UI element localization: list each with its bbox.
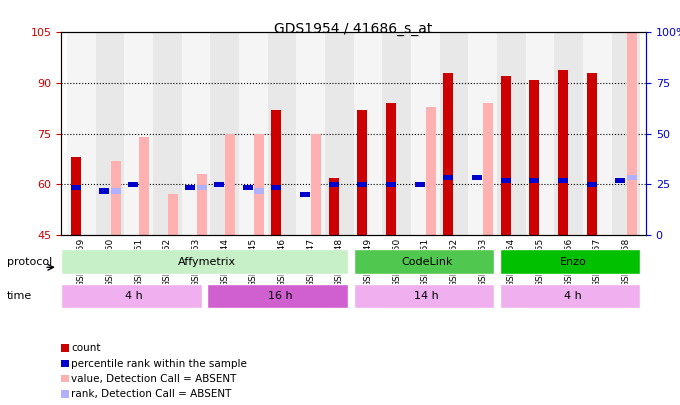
Bar: [626, 175, 636, 180]
Bar: [483, 103, 493, 235]
Bar: [439, 32, 469, 235]
Bar: [587, 182, 596, 187]
Bar: [382, 32, 411, 235]
Bar: [386, 103, 396, 235]
Bar: [153, 32, 182, 235]
Bar: [111, 161, 120, 235]
Bar: [168, 194, 178, 235]
Text: time: time: [7, 291, 32, 301]
Text: CodeLink: CodeLink: [401, 257, 452, 266]
Bar: [529, 178, 539, 183]
Bar: [268, 32, 296, 235]
FancyBboxPatch shape: [207, 284, 347, 309]
FancyBboxPatch shape: [61, 249, 347, 274]
Bar: [615, 178, 626, 183]
Bar: [197, 174, 207, 235]
Bar: [611, 32, 641, 235]
Bar: [558, 178, 568, 183]
Text: 14 h: 14 h: [414, 291, 439, 301]
Bar: [529, 80, 539, 235]
Text: count: count: [71, 343, 101, 353]
Bar: [500, 76, 511, 235]
Bar: [71, 157, 81, 235]
Bar: [469, 32, 497, 235]
Bar: [214, 182, 224, 187]
Text: 4 h: 4 h: [564, 291, 582, 301]
Bar: [415, 182, 425, 187]
Bar: [500, 178, 511, 183]
FancyBboxPatch shape: [354, 249, 494, 274]
Bar: [386, 182, 396, 187]
Bar: [311, 134, 321, 235]
Bar: [186, 185, 195, 190]
Bar: [426, 107, 436, 235]
Bar: [239, 32, 268, 235]
FancyBboxPatch shape: [354, 284, 494, 309]
Bar: [354, 32, 382, 235]
Bar: [99, 188, 109, 194]
Bar: [139, 137, 149, 235]
Text: 4 h: 4 h: [125, 291, 143, 301]
Bar: [128, 182, 138, 187]
Bar: [558, 70, 568, 235]
Bar: [254, 188, 264, 194]
Text: protocol: protocol: [7, 257, 52, 266]
Bar: [210, 32, 239, 235]
Text: rank, Detection Call = ABSENT: rank, Detection Call = ABSENT: [71, 390, 232, 399]
Bar: [225, 134, 235, 235]
Bar: [271, 110, 282, 235]
Bar: [443, 73, 454, 235]
Text: 16 h: 16 h: [268, 291, 293, 301]
Bar: [357, 110, 367, 235]
Bar: [472, 175, 482, 180]
Text: GDS1954 / 41686_s_at: GDS1954 / 41686_s_at: [275, 22, 432, 36]
Bar: [296, 32, 325, 235]
Bar: [443, 175, 454, 180]
Bar: [411, 32, 439, 235]
Bar: [182, 32, 210, 235]
Bar: [254, 134, 264, 235]
Text: percentile rank within the sample: percentile rank within the sample: [71, 359, 248, 369]
Bar: [271, 185, 282, 190]
Bar: [300, 192, 310, 197]
Bar: [626, 32, 636, 235]
Bar: [96, 32, 124, 235]
Bar: [325, 32, 354, 235]
Bar: [243, 185, 253, 190]
Bar: [67, 32, 96, 235]
Bar: [71, 185, 81, 190]
FancyBboxPatch shape: [500, 249, 640, 274]
Bar: [197, 185, 207, 190]
FancyBboxPatch shape: [500, 284, 640, 309]
Bar: [328, 182, 339, 187]
Bar: [357, 182, 367, 187]
Bar: [124, 32, 153, 235]
Bar: [526, 32, 554, 235]
Text: value, Detection Call = ABSENT: value, Detection Call = ABSENT: [71, 374, 237, 384]
Bar: [111, 188, 120, 194]
Text: Affymetrix: Affymetrix: [178, 257, 237, 266]
FancyBboxPatch shape: [61, 284, 201, 309]
Bar: [328, 177, 339, 235]
Bar: [587, 73, 596, 235]
Bar: [497, 32, 526, 235]
Text: Enzo: Enzo: [560, 257, 586, 266]
Bar: [583, 32, 611, 235]
Bar: [554, 32, 583, 235]
